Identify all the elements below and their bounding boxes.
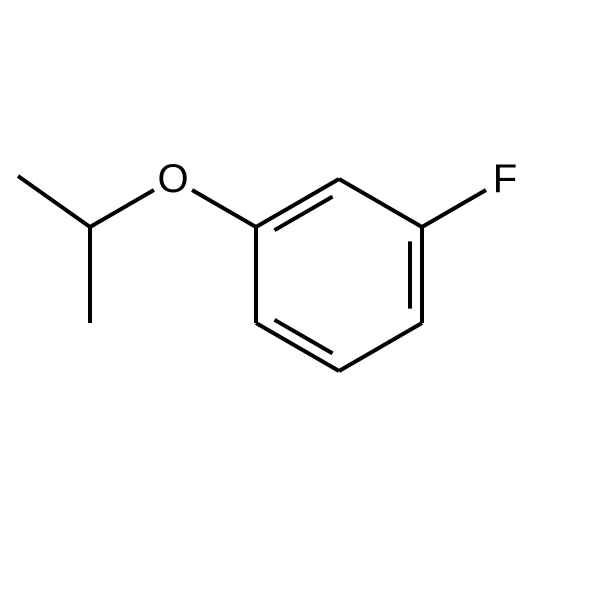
bond-line: [422, 190, 486, 227]
bond-line: [18, 176, 90, 227]
atom-label-f: F: [493, 157, 517, 201]
molecule-canvas: FO: [0, 0, 600, 600]
bond-line: [256, 323, 339, 371]
bond-line: [339, 323, 422, 371]
bond-line: [192, 190, 256, 227]
bond-line: [256, 179, 339, 227]
atom-label-o: O: [157, 157, 188, 201]
bond-line: [90, 190, 154, 227]
bond-line: [339, 179, 422, 227]
